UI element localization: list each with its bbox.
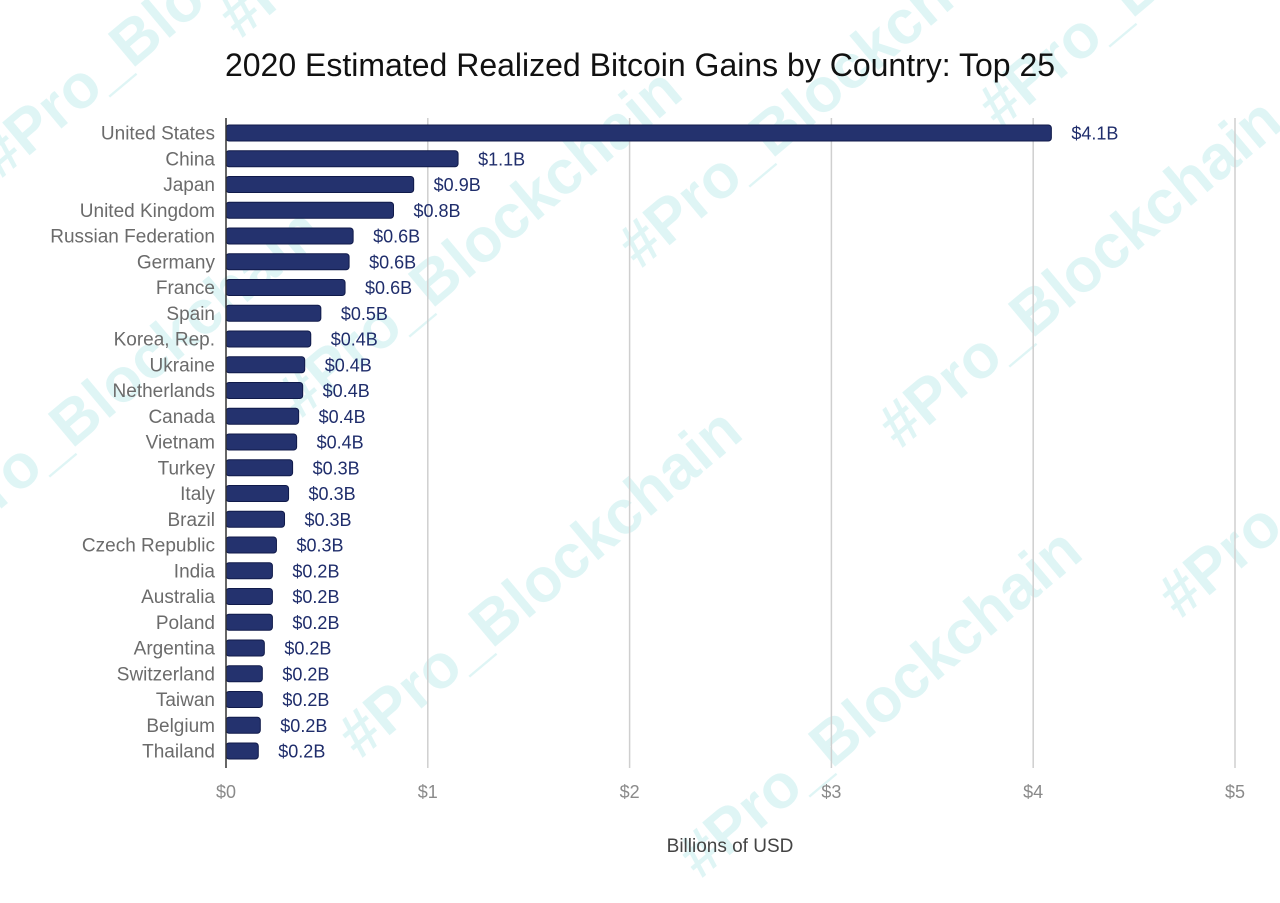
- bar: [225, 227, 354, 245]
- bar: [225, 691, 263, 708]
- x-tick-label: $5: [1225, 782, 1245, 802]
- bar: [225, 562, 273, 580]
- data-label: $0.9B: [434, 175, 481, 195]
- bar: [225, 742, 259, 760]
- x-tick-label: $3: [821, 782, 841, 802]
- data-label: $0.4B: [331, 330, 378, 350]
- bar: [225, 279, 346, 296]
- watermark-text: #Pro_Blockchain: [325, 394, 755, 770]
- category-label: Poland: [156, 613, 215, 634]
- bar: [225, 124, 1052, 142]
- bar: [225, 536, 277, 554]
- data-label: $0.3B: [309, 484, 356, 504]
- bar: [225, 639, 265, 657]
- category-labels: United States China Japan United Kingdom Rus…: [50, 124, 215, 763]
- bar: [225, 588, 273, 605]
- category-label: Thailand: [142, 742, 215, 763]
- category-label: Switzerland: [117, 664, 215, 685]
- category-label: Czech Republic: [82, 536, 215, 557]
- data-label: $0.2B: [282, 664, 329, 684]
- data-label: $1.1B: [478, 149, 525, 169]
- data-labels: $4.1B $1.1B $0.9B $0.8B $0.6B $0.6B $0.6B $0.5B…: [278, 124, 1118, 762]
- category-label: France: [156, 278, 215, 299]
- bar: [225, 485, 290, 502]
- chart-title: 2020 Estimated Realized Bitcoin Gains by…: [225, 47, 1055, 83]
- bar: [225, 510, 286, 528]
- bar: [225, 613, 273, 631]
- bar: [225, 382, 304, 399]
- x-tick-label: $2: [620, 782, 640, 802]
- data-label: $0.2B: [292, 613, 339, 633]
- data-label: $0.3B: [313, 458, 360, 478]
- watermark-text: #Pro_Blockchain: [205, 0, 635, 51]
- category-label: Korea, Rep.: [114, 330, 215, 351]
- grid-lines: [427, 118, 1236, 768]
- category-label: Australia: [141, 587, 215, 608]
- data-label: $0.2B: [280, 716, 327, 736]
- watermark-text: #Pro_Blockchain: [1145, 254, 1280, 630]
- category-label: Vietnam: [146, 433, 215, 454]
- data-label: $0.4B: [325, 355, 372, 375]
- category-label: Japan: [163, 175, 215, 196]
- data-label: $0.4B: [317, 433, 364, 453]
- bar: [225, 459, 294, 477]
- data-label: $0.6B: [369, 252, 416, 272]
- category-label: Ukraine: [150, 355, 215, 376]
- data-label: $0.3B: [296, 536, 343, 556]
- category-label: China: [165, 149, 215, 170]
- x-tick-labels: $0 $1 $2 $3 $4 $5: [216, 782, 1245, 802]
- bar: [225, 665, 263, 683]
- watermark-text: #Pro_Blockchain: [665, 514, 1095, 890]
- data-label: $0.2B: [284, 639, 331, 659]
- category-label: Canada: [148, 407, 215, 428]
- data-label: $0.2B: [282, 690, 329, 710]
- data-label: $0.2B: [292, 561, 339, 581]
- data-label: $0.6B: [365, 278, 412, 298]
- data-label: $0.3B: [305, 510, 352, 530]
- bar: [225, 253, 350, 271]
- data-label: $0.2B: [278, 742, 325, 762]
- bar: [225, 150, 459, 168]
- bar: [225, 304, 322, 322]
- category-label: Germany: [137, 252, 216, 273]
- category-label: India: [174, 561, 216, 582]
- x-tick-label: $0: [216, 782, 236, 802]
- bar: [225, 201, 394, 219]
- bar: [225, 330, 312, 348]
- data-label: $0.6B: [373, 227, 420, 247]
- bar: [225, 716, 261, 734]
- data-label: $0.5B: [341, 304, 388, 324]
- bar: [225, 356, 306, 374]
- category-label: Spain: [166, 304, 215, 325]
- category-label: Netherlands: [113, 381, 215, 402]
- bar: [225, 407, 300, 425]
- x-tick-label: $4: [1023, 782, 1043, 802]
- data-label: $0.2B: [292, 587, 339, 607]
- data-label: $0.4B: [323, 381, 370, 401]
- category-label: Brazil: [167, 510, 215, 531]
- data-label: $0.8B: [413, 201, 460, 221]
- x-axis-title: Billions of USD: [667, 836, 794, 857]
- category-label: United States: [101, 124, 215, 145]
- category-label: Turkey: [158, 458, 216, 479]
- bar: [225, 176, 415, 193]
- category-label: United Kingdom: [80, 201, 215, 222]
- category-label: Taiwan: [156, 690, 215, 711]
- category-label: Russian Federation: [50, 227, 215, 248]
- data-label: $0.4B: [319, 407, 366, 427]
- bar: [225, 433, 298, 451]
- category-label: Italy: [180, 484, 215, 505]
- bars: [225, 124, 1052, 760]
- category-label: Belgium: [146, 716, 215, 737]
- x-tick-label: $1: [418, 782, 438, 802]
- data-label: $4.1B: [1071, 124, 1118, 144]
- category-label: Argentina: [134, 639, 216, 660]
